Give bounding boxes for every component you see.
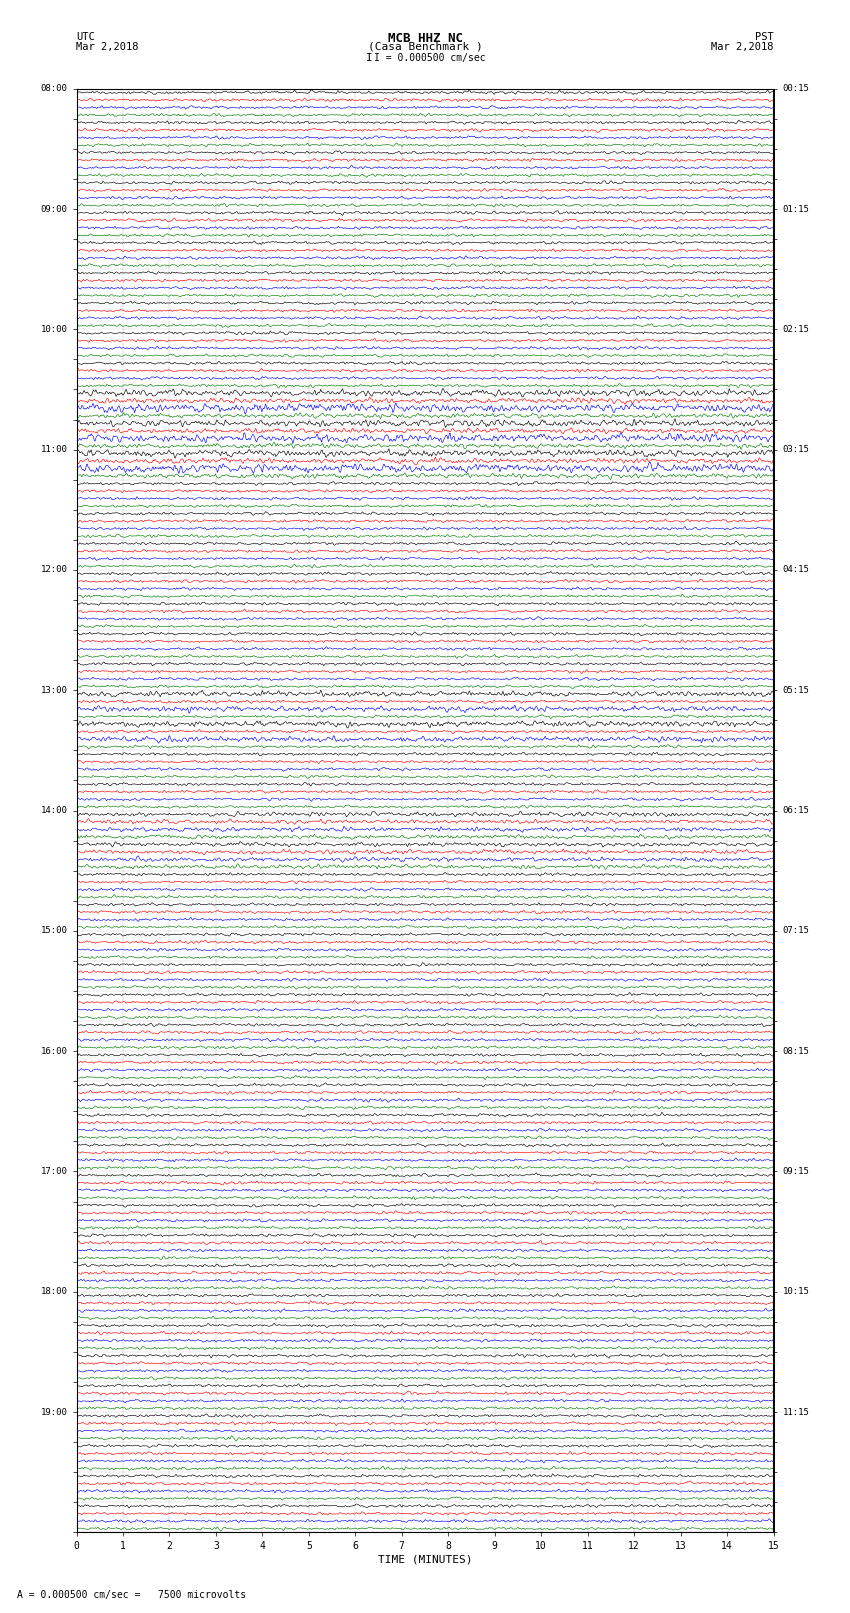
- Text: A = 0.000500 cm/sec =   7500 microvolts: A = 0.000500 cm/sec = 7500 microvolts: [17, 1590, 246, 1600]
- Text: MCB HHZ NC: MCB HHZ NC: [388, 32, 462, 45]
- Text: I = 0.000500 cm/sec: I = 0.000500 cm/sec: [374, 53, 485, 63]
- Text: (Casa Benchmark ): (Casa Benchmark ): [367, 42, 483, 52]
- Text: Mar 2,2018: Mar 2,2018: [76, 42, 139, 52]
- X-axis label: TIME (MINUTES): TIME (MINUTES): [377, 1555, 473, 1565]
- Text: Mar 2,2018: Mar 2,2018: [711, 42, 774, 52]
- Text: PST: PST: [755, 32, 774, 42]
- Text: UTC: UTC: [76, 32, 95, 42]
- Text: I: I: [366, 53, 373, 63]
